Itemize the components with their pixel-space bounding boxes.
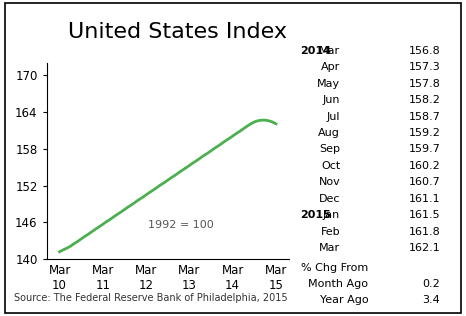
Text: 0.2: 0.2 [423,279,440,289]
Text: 158.7: 158.7 [409,112,440,122]
Text: 2015: 2015 [301,210,331,220]
Text: 161.1: 161.1 [409,194,440,204]
Text: United States Index: United States Index [68,22,287,42]
Text: 159.2: 159.2 [409,128,440,138]
Text: 160.2: 160.2 [409,161,440,171]
Text: 160.7: 160.7 [409,177,440,187]
Text: Nov: Nov [318,177,340,187]
Text: 161.8: 161.8 [409,227,440,237]
Text: 1992 = 100: 1992 = 100 [148,221,213,230]
Text: Jan: Jan [323,210,340,220]
Text: Year Ago: Year Ago [320,295,368,306]
Text: Mar: Mar [319,243,340,253]
Text: Oct: Oct [321,161,340,171]
Text: % Chg From: % Chg From [301,263,368,273]
Text: 161.5: 161.5 [409,210,440,220]
Text: 2014: 2014 [301,46,332,56]
Text: 158.2: 158.2 [409,95,440,105]
Text: Jul: Jul [327,112,340,122]
Text: Source: The Federal Reserve Bank of Philadelphia, 2015: Source: The Federal Reserve Bank of Phil… [14,293,288,303]
Text: Feb: Feb [321,227,340,237]
Text: 157.3: 157.3 [409,62,440,72]
Text: Dec: Dec [319,194,340,204]
Text: 159.7: 159.7 [409,144,440,155]
Text: Jun: Jun [322,95,340,105]
Text: Aug: Aug [318,128,340,138]
Text: Mar: Mar [319,46,340,56]
Text: 156.8: 156.8 [409,46,440,56]
Text: Month Ago: Month Ago [308,279,368,289]
Text: Sep: Sep [319,144,340,155]
Text: Apr: Apr [321,62,340,72]
Text: 157.8: 157.8 [409,79,440,89]
Text: May: May [317,79,340,89]
Text: 3.4: 3.4 [423,295,440,306]
Text: 162.1: 162.1 [409,243,440,253]
